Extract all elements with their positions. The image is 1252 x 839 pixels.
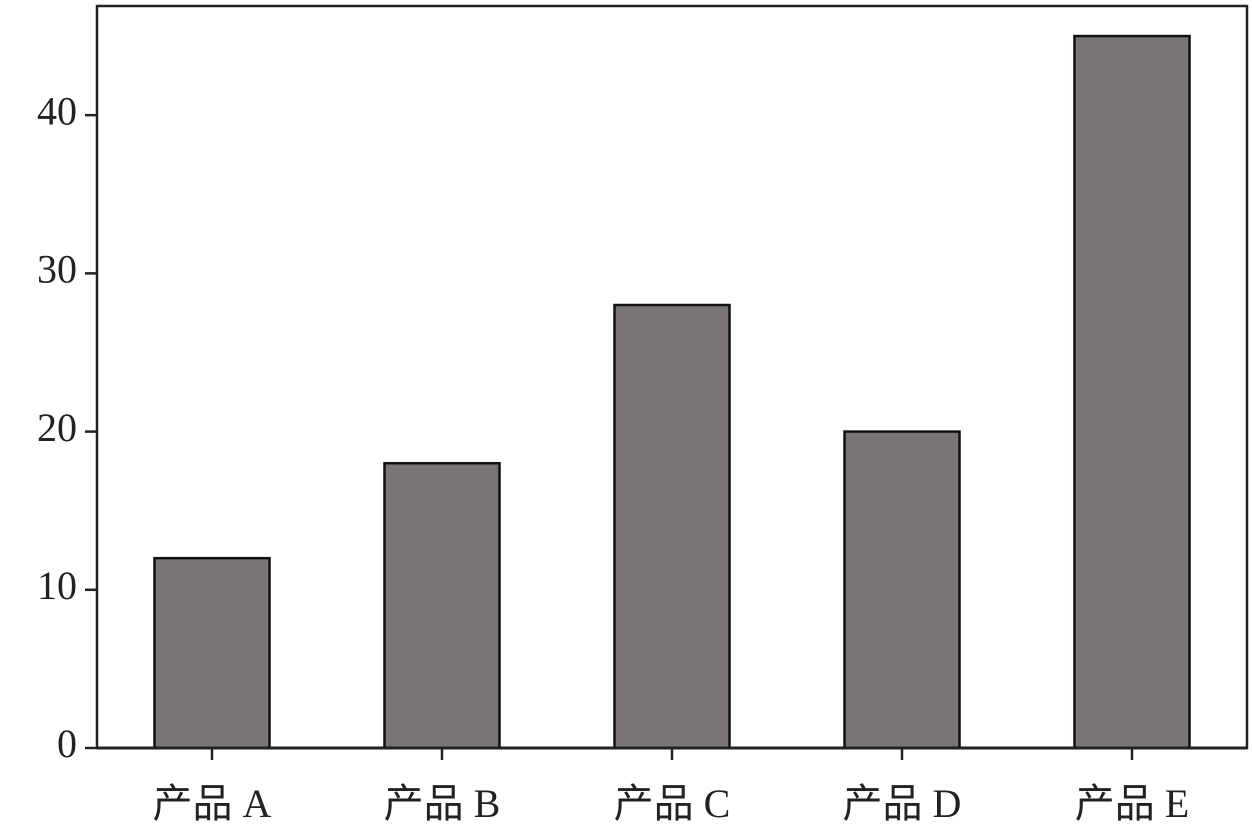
x-tick-label: 产品 B <box>384 781 501 826</box>
x-tick-label: 产品 C <box>614 781 731 826</box>
y-tick-label: 0 <box>57 721 77 766</box>
bar <box>153 556 271 750</box>
y-tick-label: 30 <box>37 247 77 292</box>
bar <box>843 430 961 750</box>
x-tick-label: 产品 E <box>1075 781 1189 826</box>
y-tick-label: 40 <box>37 88 77 133</box>
bar <box>383 461 501 750</box>
x-tick-label: 产品 D <box>843 781 962 826</box>
y-tick-label: 10 <box>37 563 77 608</box>
bar <box>1073 34 1191 750</box>
bar <box>613 303 731 750</box>
y-tick-label: 20 <box>37 405 77 450</box>
x-tick-label: 产品 A <box>153 781 272 826</box>
